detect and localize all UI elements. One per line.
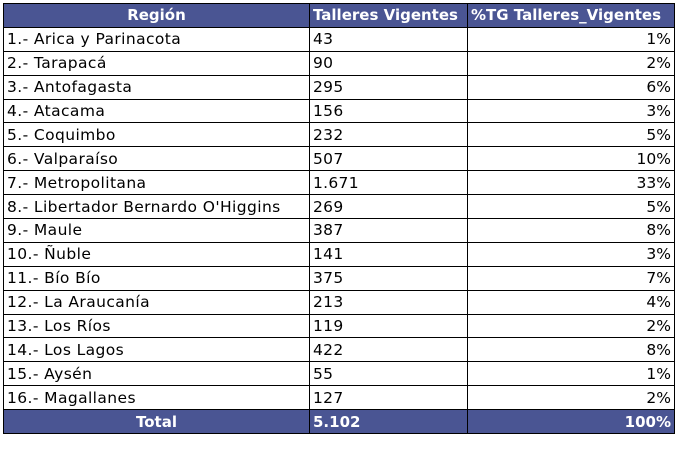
pct-cell: 8% [467,218,675,243]
table-row: 4.- Atacama 156 3% [3,98,675,124]
pct-cell: 6% [467,74,675,100]
region-cell: 10.- Ñuble [3,241,310,267]
table-row: 7.- Metropolitana 1.671 33% [3,170,675,196]
talleres-cell: 119 [309,313,468,339]
region-cell: 14.- Los Lagos [3,337,310,363]
talleres-cell: 90 [309,50,468,76]
header-row: Región Talleres Vigentes %TG Talleres_Vi… [3,3,675,28]
pct-cell: 5% [467,122,675,148]
table-container: Región Talleres Vigentes %TG Talleres_Vi… [3,3,675,435]
talleres-cell: 55 [309,361,468,387]
pct-cell: 2% [467,50,675,76]
region-cell: 16.- Magallanes [3,385,310,411]
region-cell: 7.- Metropolitana [3,170,310,196]
talleres-cell: 213 [309,289,468,315]
table-row: 2.- Tarapacá 90 2% [3,50,675,76]
region-cell: 15.- Aysén [3,361,310,387]
pct-cell: 10% [467,146,675,172]
region-cell: 6.- Valparaíso [3,146,310,172]
region-cell: 3.- Antofagasta [3,74,310,100]
talleres-cell: 269 [309,194,468,220]
header-talleres: Talleres Vigentes [309,3,468,28]
talleres-cell: 507 [309,146,468,172]
pct-cell: 3% [467,98,675,124]
talleres-cell: 127 [309,385,468,411]
pct-cell: 2% [467,385,675,411]
header-pct: %TG Talleres_Vigentes [467,3,675,28]
region-cell: 13.- Los Ríos [3,313,310,339]
region-cell: 4.- Atacama [3,98,310,124]
talleres-cell: 295 [309,74,468,100]
talleres-cell: 1.671 [309,170,468,196]
table-row: 1.- Arica y Parinacota 43 1% [3,26,675,52]
table-row: 3.- Antofagasta 295 6% [3,74,675,100]
pct-cell: 1% [467,26,675,52]
talleres-cell: 387 [309,218,468,243]
region-cell: 8.- Libertador Bernardo O'Higgins [3,194,310,220]
region-cell: 1.- Arica y Parinacota [3,26,310,52]
talleres-cell: 156 [309,98,468,124]
region-cell: 2.- Tarapacá [3,50,310,76]
talleres-cell: 232 [309,122,468,148]
table-row: 11.- Bío Bío 375 7% [3,265,675,291]
pct-cell: 2% [467,313,675,339]
region-cell: 5.- Coquimbo [3,122,310,148]
table-row: 8.- Libertador Bernardo O'Higgins 269 5% [3,194,675,220]
pct-cell: 3% [467,241,675,267]
table-row: 10.- Ñuble 141 3% [3,241,675,267]
table-footer: Total 5.102 100% [3,409,675,435]
talleres-table: Región Talleres Vigentes %TG Talleres_Vi… [3,3,675,435]
region-cell: 11.- Bío Bío [3,265,310,291]
table-row: 14.- Los Lagos 422 8% [3,337,675,363]
pct-cell: 8% [467,337,675,363]
table-row: 13.- Los Ríos 119 2% [3,313,675,339]
talleres-cell: 43 [309,26,468,52]
pct-cell: 33% [467,170,675,196]
total-talleres: 5.102 [309,409,468,435]
pct-cell: 5% [467,194,675,220]
region-cell: 12.- La Araucanía [3,289,310,315]
pct-cell: 1% [467,361,675,387]
table-header: Región Talleres Vigentes %TG Talleres_Vi… [3,3,675,28]
table-body: 1.- Arica y Parinacota 43 1% 2.- Tarapacá … [3,26,675,411]
pct-cell: 7% [467,265,675,291]
region-cell: 9.- Maule [3,218,310,243]
talleres-cell: 141 [309,241,468,267]
talleres-cell: 422 [309,337,468,363]
pct-cell: 4% [467,289,675,315]
table-row: 9.- Maule 387 8% [3,218,675,243]
table-row: 15.- Aysén 55 1% [3,361,675,387]
table-row: 16.- Magallanes 127 2% [3,385,675,411]
total-label: Total [3,409,310,435]
talleres-cell: 375 [309,265,468,291]
header-region: Región [3,3,310,28]
table-row: 5.- Coquimbo 232 5% [3,122,675,148]
table-row: 12.- La Araucanía 213 4% [3,289,675,315]
total-row: Total 5.102 100% [3,409,675,435]
total-pct: 100% [467,409,675,435]
table-row: 6.- Valparaíso 507 10% [3,146,675,172]
